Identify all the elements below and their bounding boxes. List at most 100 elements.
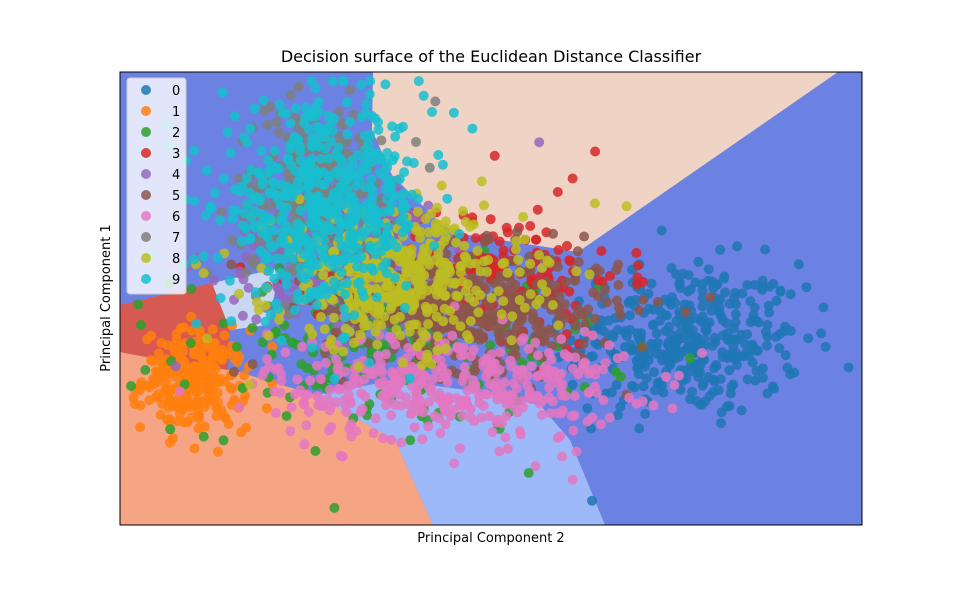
data-point [320,143,331,154]
data-point [724,401,735,411]
data-point [534,137,545,148]
data-point [682,325,693,336]
data-point [523,468,534,478]
data-point [222,127,233,138]
data-point [634,423,645,434]
data-point [157,363,168,374]
data-point [276,335,287,346]
data-point [345,253,356,264]
data-point [789,367,800,378]
data-point [760,244,771,255]
data-point [452,341,463,352]
data-point [589,198,600,209]
data-point [172,400,183,410]
data-point [153,348,164,359]
data-point [341,278,352,289]
data-point [316,312,326,322]
data-point [216,207,227,217]
data-point [729,292,740,303]
data-point [464,221,475,232]
data-point [265,239,276,250]
data-point [346,431,357,442]
data-point [283,153,294,164]
data-point [398,357,409,368]
legend-label-7: 7 [172,231,180,246]
legend-label-8: 8 [172,252,180,267]
data-point [715,374,726,385]
data-point [371,292,382,303]
data-point [401,280,412,291]
data-point [338,346,349,357]
data-point [585,365,596,376]
legend-marker-7 [141,232,151,242]
data-point [259,366,270,377]
data-point [174,386,185,397]
data-point [239,132,250,143]
data-point [300,102,311,113]
data-point [415,226,425,237]
data-point [373,350,384,361]
data-point [366,184,377,194]
data-point [305,219,316,229]
data-point [344,423,355,434]
data-point [525,221,536,231]
data-point [218,173,229,184]
data-point [336,267,347,278]
legend-marker-1 [141,106,151,116]
data-point [522,370,533,381]
data-point [304,323,315,334]
data-point [523,344,534,354]
data-point [785,289,796,300]
data-point [419,243,430,254]
data-point [243,282,254,293]
data-point [260,229,271,240]
data-point [345,398,356,409]
data-point [256,263,267,274]
data-point [365,130,375,140]
data-point [313,96,324,107]
data-point [440,419,451,430]
data-point [600,358,611,368]
data-point [448,107,459,118]
data-point [429,240,440,251]
data-point [498,245,509,256]
data-point [316,153,326,164]
data-point [761,340,772,351]
data-point [751,365,762,376]
data-point [782,362,793,373]
data-point [742,374,753,385]
data-point [510,244,521,255]
data-point [306,76,317,87]
data-point [716,312,727,322]
data-point [320,358,331,368]
data-point [481,353,492,364]
data-point [228,205,239,216]
data-point [612,295,622,306]
data-point [314,289,325,300]
data-point [289,132,300,143]
data-point [604,412,615,423]
data-point [186,412,197,423]
data-point [307,141,318,152]
data-point [218,435,229,446]
data-point [707,340,718,351]
data-point [481,230,492,241]
data-point [485,340,496,351]
data-point [277,107,288,118]
data-point [267,341,278,352]
data-point [513,254,524,265]
data-point [699,334,710,345]
data-point [479,200,489,211]
data-point [667,292,678,303]
data-point [372,319,383,330]
data-point [292,374,303,385]
data-point [342,129,353,140]
data-point [198,431,209,442]
data-point [525,289,536,300]
data-point [239,370,250,381]
data-point [749,279,760,290]
legend-label-5: 5 [172,189,180,204]
data-point [198,268,209,279]
data-point [451,237,461,248]
data-point [470,379,481,390]
